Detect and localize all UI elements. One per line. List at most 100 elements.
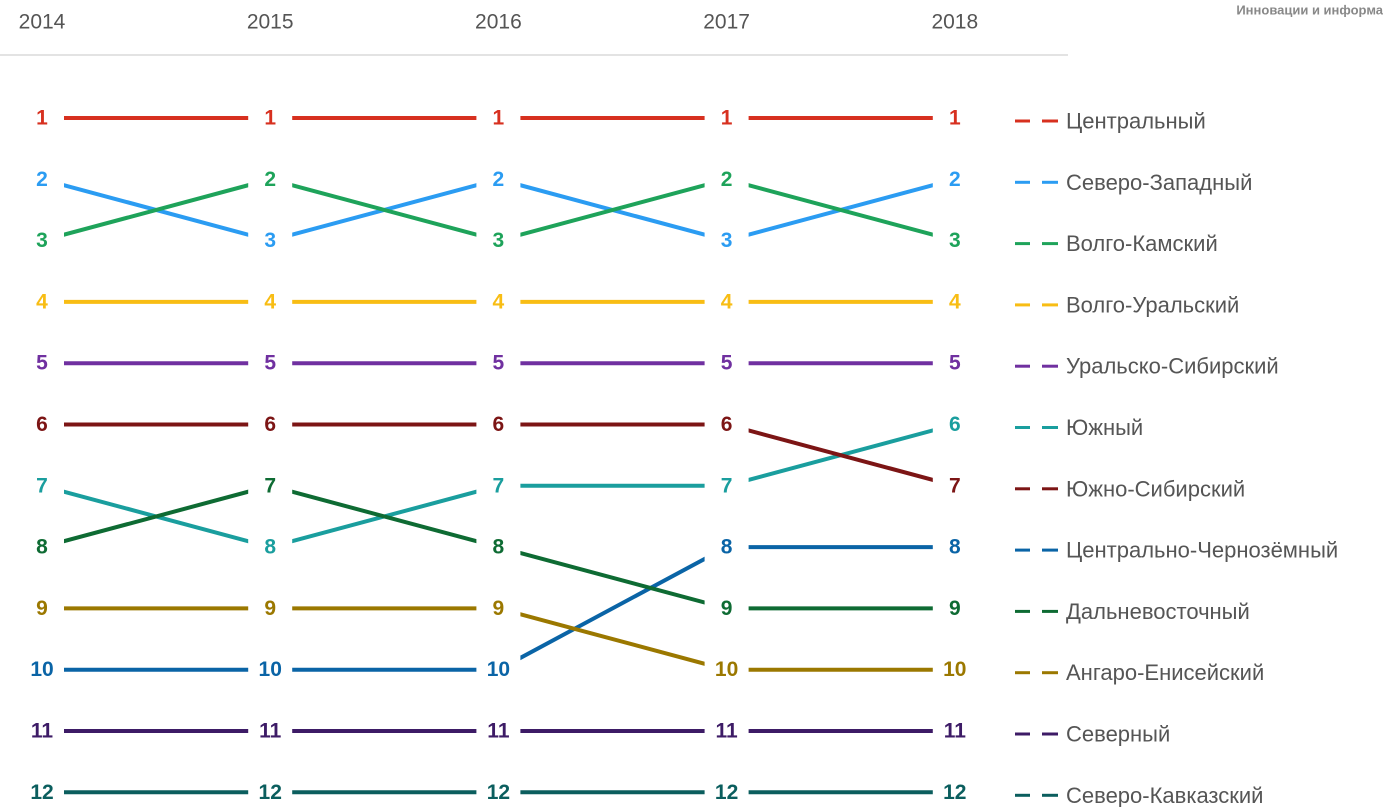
x-tick-label: 2015: [247, 11, 294, 34]
legend-label: Северо-Западный: [1066, 170, 1252, 195]
label-bg: [704, 594, 749, 623]
legend-label: Центральный: [1066, 109, 1206, 134]
label-bg: [704, 104, 749, 132]
label-bg: [248, 165, 293, 194]
rank-label: 9: [721, 597, 733, 620]
label-bg: [248, 287, 293, 316]
rank-label: 6: [36, 413, 48, 436]
label-bg: [20, 533, 64, 562]
label-bg: [704, 655, 749, 684]
label-bg: [704, 349, 749, 378]
label-bg: [20, 287, 64, 316]
rank-label: 8: [264, 536, 276, 559]
rank-label: 12: [259, 781, 282, 804]
rank-label: 4: [949, 290, 961, 313]
rank-label: 1: [949, 107, 961, 130]
label-bg: [248, 349, 293, 378]
label-bg: [932, 778, 977, 807]
x-tick-label: 2016: [475, 11, 522, 34]
legend-label: Уральско-Сибирский: [1066, 354, 1279, 379]
label-bg: [932, 717, 977, 745]
label-bg: [20, 165, 64, 194]
label-bg: [20, 104, 64, 132]
label-bg: [476, 165, 521, 194]
label-bg: [248, 778, 293, 807]
rank-label: 11: [487, 720, 510, 743]
label-bg: [248, 104, 293, 132]
label-bg: [248, 655, 293, 684]
rank-label: 8: [493, 536, 505, 559]
label-bg: [248, 226, 293, 255]
rank-label: 3: [721, 229, 733, 252]
rank-label: 3: [36, 229, 48, 252]
rank-label: 10: [259, 658, 282, 681]
rank-label: 12: [30, 781, 53, 804]
label-bg: [476, 104, 521, 132]
rank-label: 5: [264, 352, 276, 375]
label-bg: [704, 165, 749, 194]
rank-label: 7: [721, 474, 733, 497]
label-bg: [476, 349, 521, 378]
rank-label: 1: [36, 107, 48, 130]
rank-label: 7: [36, 474, 48, 497]
label-bg: [704, 471, 749, 500]
legend-label: Волго-Камский: [1066, 231, 1218, 256]
label-bg: [20, 655, 64, 684]
rank-label: 10: [30, 658, 53, 681]
rank-label: 11: [259, 720, 282, 743]
label-bg: [932, 594, 977, 623]
rank-label: 3: [949, 229, 961, 252]
rank-label: 11: [31, 720, 54, 743]
label-bg: [476, 287, 521, 316]
rank-label: 8: [36, 536, 48, 559]
rank-label: 4: [36, 290, 48, 313]
rank-label: 6: [949, 413, 961, 436]
label-bg: [20, 471, 64, 500]
label-bg: [248, 471, 293, 500]
rank-label: 4: [721, 290, 733, 313]
label-bg: [248, 533, 293, 562]
label-bg: [932, 226, 977, 255]
label-bg: [932, 349, 977, 378]
x-tick-label: 2017: [703, 11, 750, 34]
rank-label: 7: [949, 474, 961, 497]
label-bg: [704, 287, 749, 316]
label-bg: [476, 655, 521, 684]
legend-label: Северо-Кавказский: [1066, 783, 1263, 807]
label-bg: [932, 471, 977, 500]
legend-label: Дальневосточный: [1066, 599, 1250, 624]
rank-label: 9: [36, 597, 48, 620]
rank-label: 12: [487, 781, 510, 804]
rank-label: 5: [36, 352, 48, 375]
legend-label: Южно-Сибирский: [1066, 476, 1245, 501]
label-bg: [704, 226, 749, 255]
label-bg: [248, 717, 293, 745]
rank-label: 1: [493, 107, 505, 130]
rank-label: 2: [264, 168, 276, 191]
rank-label: 10: [487, 658, 510, 681]
label-bg: [20, 717, 64, 745]
rank-label: 1: [721, 107, 733, 130]
label-bg: [704, 778, 749, 807]
rank-label: 2: [721, 168, 733, 191]
label-bg: [932, 287, 977, 316]
label-bg: [704, 717, 749, 745]
label-bg: [704, 533, 749, 562]
rank-label: 2: [949, 168, 961, 191]
source-note: Инновации и информа: [1236, 3, 1383, 18]
label-bg: [932, 410, 977, 439]
label-bg: [476, 594, 521, 623]
x-tick-label: 2018: [931, 11, 978, 34]
legend-label: Северный: [1066, 722, 1170, 747]
label-bg: [20, 778, 64, 807]
label-bg: [248, 410, 293, 439]
label-bg: [932, 165, 977, 194]
rank-label: 7: [493, 474, 505, 497]
label-bg: [476, 471, 521, 500]
rank-label: 8: [721, 536, 733, 559]
rank-label: 9: [949, 597, 961, 620]
rank-label: 7: [264, 474, 276, 497]
label-bg: [476, 778, 521, 807]
label-bg: [932, 104, 977, 132]
label-bg: [476, 717, 521, 745]
